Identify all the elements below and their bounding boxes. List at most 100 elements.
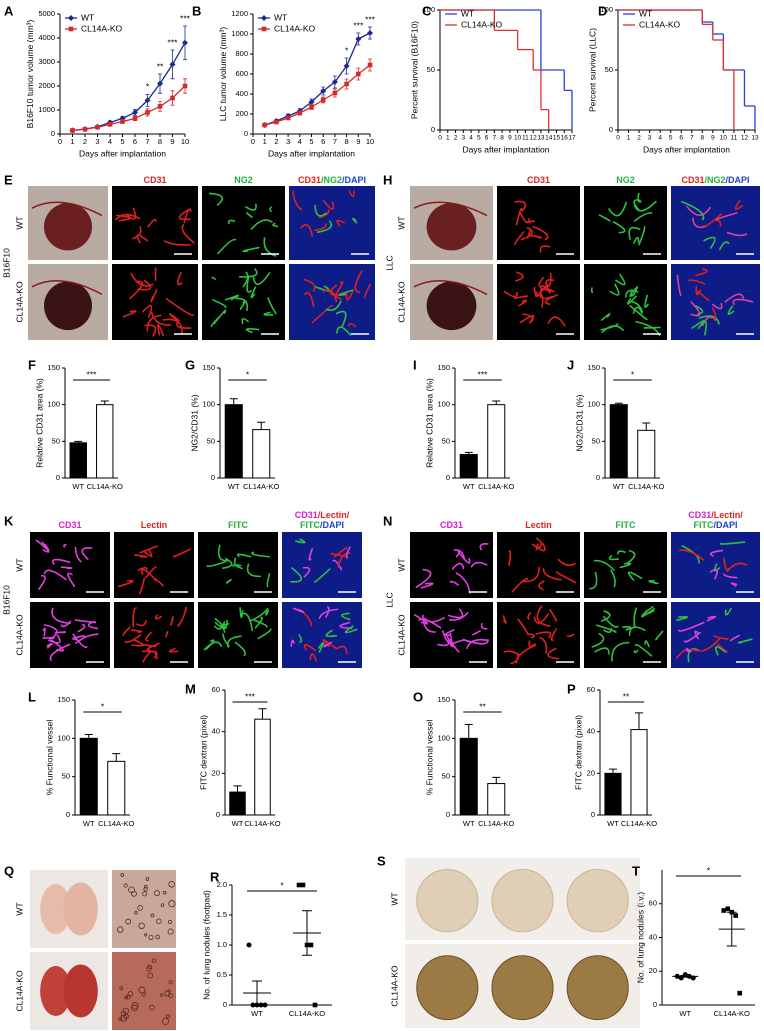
x-tick-label: 2 [274, 137, 278, 146]
x-tick-label: CL14A-KO [289, 1009, 325, 1018]
row-label: CL14A-KO [389, 965, 399, 1006]
vessel [709, 549, 724, 557]
column-header: FITC [616, 520, 636, 530]
vessel [539, 636, 548, 654]
y-axis-label: B16F10 tumor volume (mm³) [25, 20, 35, 129]
vessel [314, 568, 331, 583]
vessel [437, 635, 450, 647]
vessel [254, 616, 263, 629]
cell [148, 934, 154, 940]
vessel [539, 245, 551, 253]
x-tick-label: CL14A-KO [87, 482, 123, 491]
y-tick-label: 2.0 [217, 880, 227, 889]
x-tick-label: 10 [514, 135, 522, 142]
vessel [43, 624, 58, 639]
micrograph [671, 186, 760, 260]
lung [491, 955, 554, 1021]
x-tick-label: 8 [500, 135, 504, 142]
micrograph [282, 602, 362, 668]
y-tick-label: 150 [437, 695, 450, 704]
vessel [300, 224, 314, 237]
x-tick-label: CL14A-KO [98, 819, 134, 828]
panel-letter: K [4, 513, 14, 528]
significance: ** [623, 691, 630, 701]
annotation: *** [180, 13, 191, 23]
x-tick-label: 9 [356, 137, 360, 146]
significance: * [707, 865, 711, 875]
cell [117, 926, 124, 933]
cell [167, 928, 174, 935]
vessel [550, 628, 557, 641]
marker [82, 126, 88, 132]
vessel [610, 569, 616, 588]
vessel [165, 297, 195, 316]
marker [367, 62, 373, 68]
vessel [117, 579, 134, 588]
vessel [503, 290, 518, 298]
x-tick-label: CL14A-KO [621, 819, 657, 828]
vessel [303, 278, 316, 292]
marker [356, 71, 361, 77]
side-label: LLC [384, 255, 394, 271]
y-tick-label: 150 [587, 363, 600, 372]
cell [147, 972, 154, 979]
x-tick-label: 0 [616, 135, 620, 142]
vessel [598, 214, 611, 222]
significance: * [631, 369, 635, 379]
vessel [253, 619, 268, 628]
bar [637, 429, 656, 479]
vessel [535, 543, 539, 551]
vessel [627, 571, 643, 581]
vessel [212, 299, 227, 309]
y-tick-label: 0 [244, 129, 248, 138]
legend-label: CL14A-KO [461, 19, 502, 29]
vessel [292, 190, 302, 211]
vessel [298, 634, 303, 643]
vessel [139, 545, 158, 554]
vessel [72, 633, 88, 649]
y-tick-label: 50 [442, 772, 450, 781]
y-tick-label: 60 [212, 685, 220, 694]
y-tick-label: 0 [446, 473, 450, 482]
y-tick-label: 5000 [38, 9, 55, 18]
vessel [611, 641, 630, 662]
header-part: CD31 [440, 520, 463, 530]
vessel [591, 632, 605, 648]
y-tick-label: 0 [56, 473, 60, 482]
vessel [466, 638, 489, 650]
vessel [205, 639, 215, 650]
lung [416, 955, 479, 1021]
y-tick-label: 0 [211, 473, 215, 482]
vessel [234, 641, 246, 657]
significance: * [101, 701, 105, 711]
y-axis-label: Relative CD31 area (%) [424, 378, 434, 468]
header-part: /DAPI [342, 175, 366, 185]
marker [262, 1002, 268, 1008]
panel-letter: T [632, 863, 640, 878]
marker [246, 942, 252, 948]
cell [118, 1017, 123, 1021]
vessel [232, 557, 236, 567]
x-tick-label: CL14A-KO [478, 819, 514, 828]
marker [157, 104, 163, 109]
panel-letter: E [4, 172, 13, 187]
vessel [176, 272, 183, 286]
vessel [222, 557, 233, 569]
vessel [43, 569, 67, 581]
panel-letter: Q [4, 863, 14, 878]
y-axis-label: Relative CD31 area (%) [34, 378, 44, 468]
y-axis-label: No. of lung nodules (footpad) [201, 890, 211, 1000]
x-tick-label: 16 [561, 135, 569, 142]
micrograph [202, 186, 285, 260]
column-header: CD31/Lectin/ [295, 510, 350, 520]
vessel [539, 293, 544, 308]
y-tick-label: 20 [587, 768, 595, 777]
marker [721, 908, 727, 913]
error-bar [609, 768, 617, 774]
error-bar [680, 974, 691, 978]
vessel [685, 647, 692, 653]
x-axis-label: Days after implantation [643, 144, 730, 154]
vessel [644, 294, 649, 308]
vessel [313, 223, 327, 231]
vessel [732, 298, 754, 306]
